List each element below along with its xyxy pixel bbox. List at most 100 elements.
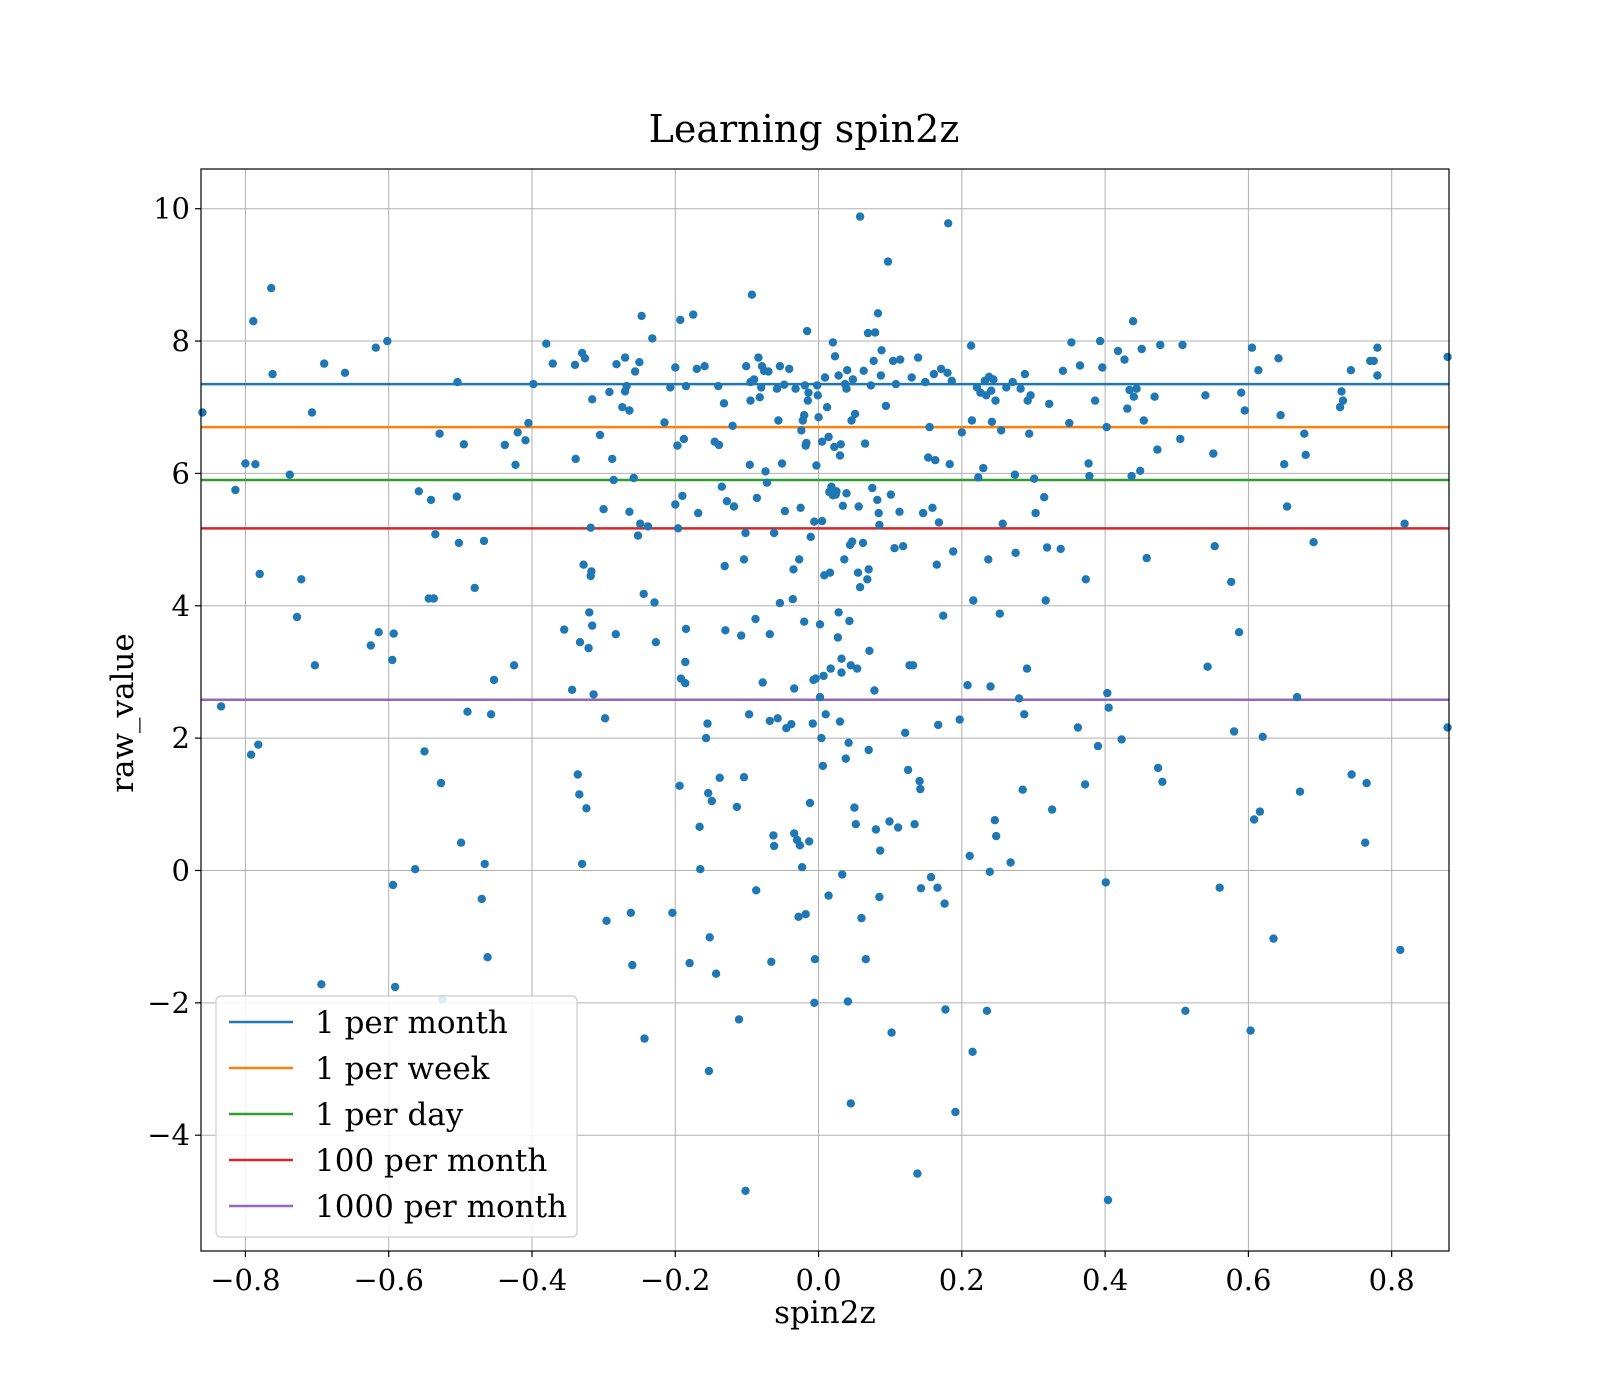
data-point <box>608 454 617 464</box>
scatter-points <box>198 212 1452 1205</box>
data-point <box>838 501 848 510</box>
data-point <box>871 825 881 834</box>
data-point <box>848 537 857 546</box>
data-point <box>436 778 446 788</box>
data-point <box>834 371 843 380</box>
data-point <box>611 630 620 639</box>
data-point <box>1369 356 1379 366</box>
data-point <box>571 454 580 464</box>
data-point <box>577 859 587 869</box>
data-point <box>720 561 729 571</box>
data-point <box>924 453 933 462</box>
data-point <box>292 612 302 622</box>
data-point <box>846 1099 855 1108</box>
data-point <box>695 822 704 831</box>
data-point <box>1084 459 1093 468</box>
data-point <box>500 440 509 450</box>
data-point <box>1128 317 1138 326</box>
data-point <box>1067 338 1076 347</box>
data-point <box>1080 780 1090 789</box>
data-point <box>986 682 995 691</box>
data-point <box>1081 575 1091 584</box>
data-point <box>796 503 805 512</box>
data-point <box>1237 388 1246 397</box>
data-point <box>320 359 329 368</box>
data-point <box>1240 406 1250 415</box>
data-point <box>864 745 873 755</box>
data-point <box>848 375 858 384</box>
data-point <box>992 831 1001 841</box>
data-point <box>1280 460 1289 469</box>
data-point <box>881 401 891 411</box>
data-point <box>805 837 814 846</box>
data-point <box>636 519 645 528</box>
data-point <box>883 257 893 266</box>
data-point <box>1101 878 1111 887</box>
x-tick-label: 0.8 <box>1369 1263 1415 1297</box>
data-point <box>745 460 754 469</box>
y-tick-label: 4 <box>172 589 190 623</box>
data-point <box>830 442 839 452</box>
data-point <box>570 360 580 370</box>
data-point <box>719 399 729 408</box>
data-point <box>703 719 712 728</box>
data-point <box>602 916 611 925</box>
data-point <box>579 560 588 569</box>
data-point <box>741 528 750 538</box>
data-point <box>429 594 438 603</box>
x-axis-ticks: −0.8 −0.6 −0.4 −0.2 0.0 0.2 0.4 0.6 0.8 <box>210 1251 1415 1297</box>
data-point <box>846 661 855 670</box>
data-point <box>947 376 956 385</box>
data-point <box>1075 361 1085 370</box>
data-point <box>1276 411 1285 420</box>
data-point <box>1335 403 1345 412</box>
data-point <box>757 383 766 392</box>
data-point <box>934 518 944 527</box>
data-point <box>840 555 849 564</box>
data-point <box>388 655 397 665</box>
data-point <box>589 690 598 699</box>
data-point <box>1201 391 1210 400</box>
data-point <box>586 523 595 532</box>
data-point <box>795 841 805 850</box>
data-point <box>789 565 798 574</box>
data-point <box>1246 1026 1255 1035</box>
data-point <box>775 598 785 608</box>
data-point <box>893 823 903 832</box>
data-point <box>254 740 263 749</box>
threshold-lines <box>201 382 1449 701</box>
data-point <box>1056 544 1065 554</box>
data-point <box>887 1028 896 1037</box>
data-point <box>509 661 519 670</box>
data-point <box>819 671 828 681</box>
data-point <box>511 460 520 469</box>
data-point <box>939 611 948 620</box>
data-point <box>666 383 675 392</box>
data-point <box>968 1047 977 1057</box>
data-point <box>676 315 685 325</box>
data-point <box>1209 449 1218 458</box>
data-point <box>974 473 983 482</box>
data-point <box>762 478 772 487</box>
data-point <box>875 892 884 902</box>
data-point <box>216 702 226 711</box>
data-point <box>752 886 761 895</box>
data-point <box>630 367 640 376</box>
data-point <box>777 459 787 468</box>
data-point <box>1443 723 1452 732</box>
data-point <box>790 829 799 838</box>
data-point <box>542 339 551 348</box>
data-point <box>1181 1006 1190 1015</box>
data-point <box>246 750 256 759</box>
data-point <box>814 413 823 422</box>
data-point <box>929 369 939 379</box>
data-point <box>366 641 375 650</box>
data-point <box>628 960 637 970</box>
data-point <box>817 516 827 526</box>
data-point <box>855 583 865 592</box>
data-point <box>851 820 860 829</box>
data-point <box>1020 369 1030 379</box>
x-tick-label: −0.8 <box>210 1263 280 1297</box>
data-point <box>431 530 440 539</box>
data-point <box>1008 377 1017 387</box>
